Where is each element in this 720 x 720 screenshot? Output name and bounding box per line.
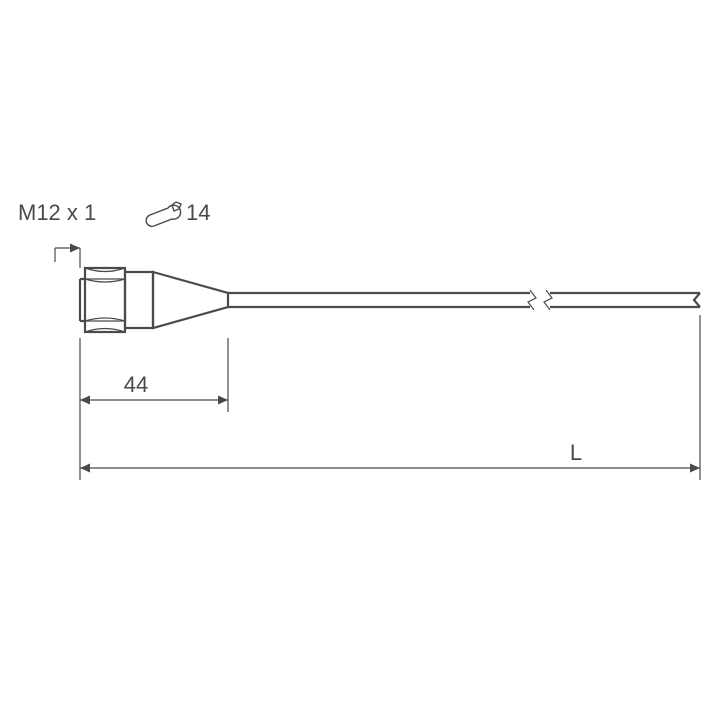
cable bbox=[228, 290, 700, 310]
connector-side-view bbox=[80, 268, 228, 332]
thread-label: M12 x 1 bbox=[18, 200, 96, 225]
dimension-44-label: 44 bbox=[124, 372, 148, 397]
wrench-size-label: 14 bbox=[186, 200, 210, 225]
dimension-L-label: L bbox=[570, 440, 582, 465]
wrench-icon bbox=[146, 202, 181, 226]
dimension-total-length: L bbox=[80, 315, 700, 480]
technical-drawing: M12 x 1 14 44 L bbox=[0, 0, 720, 720]
dimension-connector-length: 44 bbox=[80, 338, 228, 412]
wrench-size-callout: 14 bbox=[146, 200, 210, 226]
thread-callout: M12 x 1 bbox=[18, 200, 96, 268]
